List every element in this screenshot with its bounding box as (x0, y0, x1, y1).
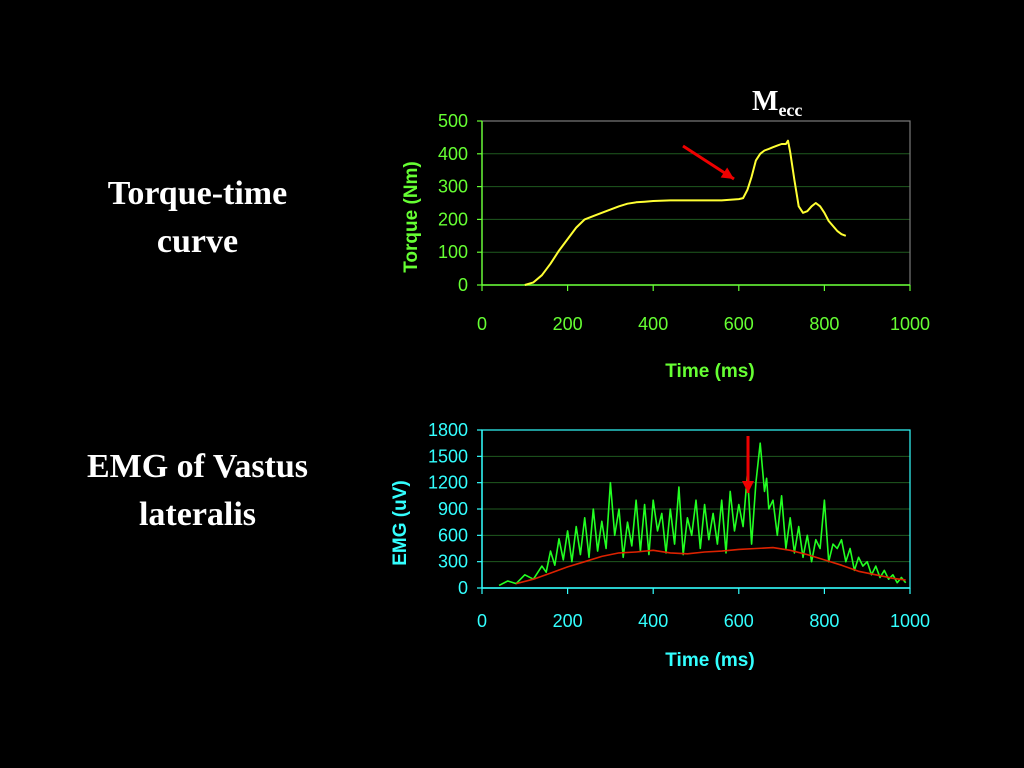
emg-y-tick-label: 0 (458, 578, 468, 598)
torque-y-tick-label: 400 (438, 144, 468, 164)
emg-x-tick-label: 800 (809, 611, 839, 631)
torque-x-tick-label: 600 (724, 314, 754, 334)
emg-x-tick-label: 200 (553, 611, 583, 631)
emg-series-2-line (516, 546, 906, 585)
torque-series-1-line (524, 139, 847, 286)
torque-x-tick-label: 1000 (890, 314, 930, 334)
torque-heading-line-2: curve (156, 222, 239, 260)
torque-x-tick-label: 400 (638, 314, 668, 334)
torque-y-tick-label: 200 (438, 209, 468, 229)
torque-red-arrow (682, 144, 735, 181)
emg-y-tick-label: 1200 (428, 473, 468, 493)
emg-x-axis-title: Time (ms) (665, 650, 754, 671)
torque-y-tick-label: 500 (438, 111, 468, 131)
mecc-main: M (752, 86, 779, 117)
emg-x-tick-label: 0 (477, 611, 487, 631)
emg-x-tick-label: 1000 (890, 611, 930, 631)
emg-y-tick-label: 1800 (428, 420, 468, 440)
emg-y-tick-label: 1500 (428, 446, 468, 466)
mecc-sub: ecc (778, 100, 803, 120)
torque-heading-line-1: Torque-time (107, 175, 288, 212)
emg-heading-line-2: lateralis (138, 495, 257, 533)
emg-y-tick-label: 300 (438, 552, 468, 572)
torque-y-axis-title: Torque (Nm) (401, 161, 422, 273)
emg-heading-line-1: EMG of Vastus (86, 448, 309, 485)
torque-y-tick-label: 0 (458, 275, 468, 295)
torque-x-tick-label: 200 (553, 314, 583, 334)
emg-y-tick-label: 900 (438, 499, 468, 519)
torque-x-axis-title: Time (ms) (665, 361, 754, 382)
torque-x-tick-label: 800 (809, 314, 839, 334)
emg-series-1-line (498, 442, 907, 587)
emg-red-arrow (742, 436, 754, 493)
emg-heading: EMG of Vastus lateralis (55, 443, 340, 538)
torque-time-heading: Torque-time curve (60, 170, 335, 265)
emg-x-tick-label: 600 (724, 611, 754, 631)
emg-y-axis-title: EMG (uV) (390, 480, 411, 566)
torque-y-tick-label: 300 (438, 177, 468, 197)
torque-y-tick-label: 100 (438, 242, 468, 262)
torque-x-tick-label: 0 (477, 314, 487, 334)
emg-y-tick-label: 600 (438, 525, 468, 545)
mecc-annotation: Mecc (752, 86, 802, 121)
torque-plot-frame (481, 120, 911, 286)
emg-x-tick-label: 400 (638, 611, 668, 631)
